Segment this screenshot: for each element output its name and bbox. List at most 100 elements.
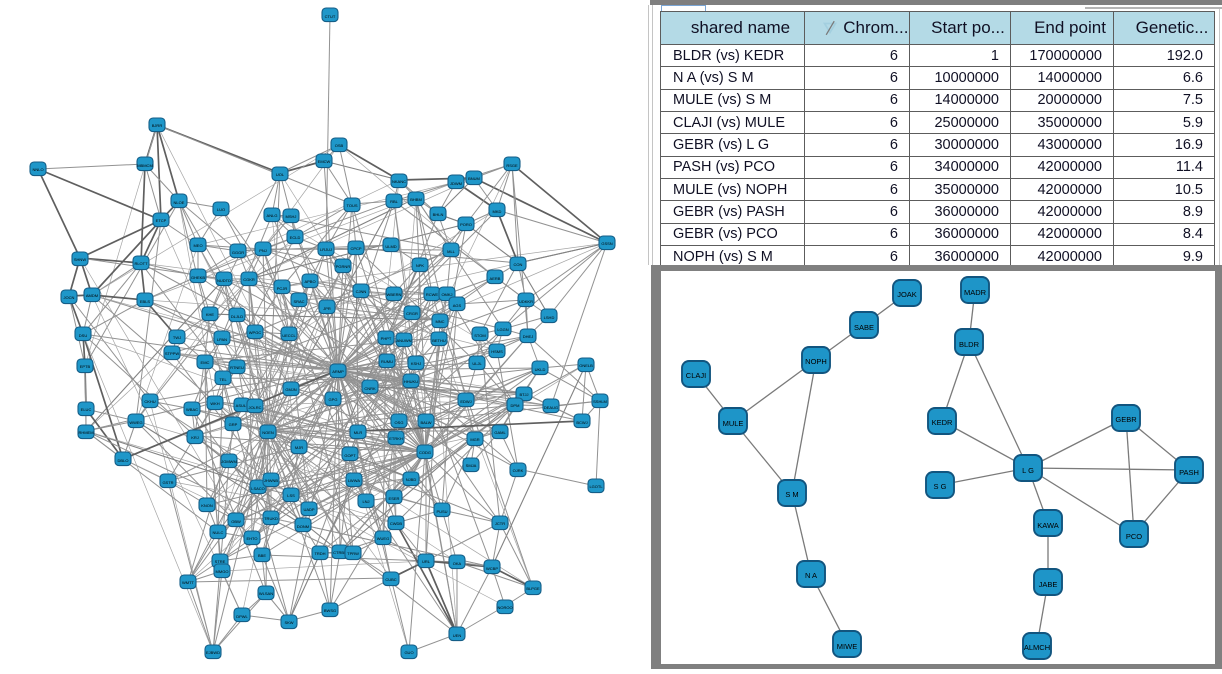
svg-text:JGMWM: JGMWM [221, 459, 237, 464]
svg-text:STRE: STRE [215, 559, 226, 564]
svg-text:ASULL: ASULL [236, 403, 249, 408]
svg-text:BBE: BBE [258, 553, 266, 558]
svg-text:GRP: GRP [229, 422, 238, 427]
svg-text:GHEKB: GHEKB [191, 275, 205, 280]
svg-text:S G: S G [934, 482, 947, 491]
svg-text:NPK: NPK [416, 263, 425, 268]
svg-text:CTRBR: CTRBR [333, 550, 347, 555]
svg-text:GUO: GUO [404, 650, 413, 655]
svg-text:BCWJ: BCWJ [576, 420, 587, 425]
svg-text:LSHD: LSHD [544, 315, 555, 320]
svg-text:JHWNB: JHWNB [264, 478, 279, 483]
svg-text:KHE: KHE [206, 312, 215, 317]
svg-text:PCJR: PCJR [277, 286, 288, 291]
svg-text:GEBR: GEBR [1115, 415, 1137, 424]
svg-text:HHUKU: HHUKU [404, 379, 418, 384]
svg-text:GSTR: GSTR [162, 480, 173, 485]
svg-text:NLOE: NLOE [174, 200, 185, 205]
svg-text:DSU: DSU [79, 333, 88, 338]
svg-text:MJR: MJR [295, 445, 303, 450]
svg-text:WKH: WKH [210, 401, 219, 406]
svg-text:PASH: PASH [1179, 468, 1199, 477]
svg-text:SMJA: SMJA [466, 463, 477, 468]
svg-text:TWJ: TWJ [173, 335, 181, 340]
svg-text:PORO: PORO [460, 222, 472, 227]
svg-text:EDWJ: EDWJ [460, 399, 471, 404]
svg-text:RLOTT: RLOTT [134, 261, 148, 266]
svg-text:MSHJ: MSHJ [286, 214, 297, 219]
svg-text:KEDR: KEDR [932, 418, 953, 427]
svg-text:DPM: DPM [511, 403, 520, 408]
svg-text:PNJ: PNJ [259, 248, 267, 253]
svg-text:BWSG: BWSG [324, 608, 336, 613]
svg-text:JOLRC: JOLRC [248, 405, 261, 410]
svg-text:WCBP: WCBP [486, 566, 498, 571]
svg-text:MBMCM: MBMCM [137, 163, 153, 168]
svg-text:ONELB: ONELB [579, 363, 593, 368]
svg-text:ELUC: ELUC [81, 407, 92, 412]
svg-text:WLSAN: WLSAN [259, 591, 273, 596]
svg-text:NUDTD: NUDTD [217, 278, 231, 283]
svg-text:CGKR: CGKR [243, 277, 255, 282]
svg-text:GAML: GAML [494, 430, 506, 435]
svg-text:ULJL: ULJL [472, 361, 482, 366]
svg-text:SKW: SKW [284, 620, 293, 625]
svg-text:JABE: JABE [1039, 580, 1058, 589]
svg-text:BJRR: BJRR [152, 123, 163, 128]
svg-text:ALMCH: ALMCH [1024, 643, 1050, 652]
svg-text:MGR: MGR [470, 437, 479, 442]
svg-text:N A: N A [805, 571, 817, 580]
svg-text:RSGE: RSGE [506, 163, 518, 168]
svg-text:STPPW: STPPW [165, 351, 179, 356]
svg-text:MLR: MLR [354, 430, 363, 435]
svg-text:EHTO: EHTO [246, 536, 257, 541]
svg-text:ETCP: ETCP [156, 218, 167, 223]
svg-text:AMDM: AMDM [86, 293, 98, 298]
svg-text:OSB: OSB [335, 143, 344, 148]
svg-text:WPGC: WPGC [249, 330, 262, 335]
svg-text:NNLO: NNLO [32, 167, 43, 172]
svg-text:GMJN: GMJN [285, 387, 296, 392]
svg-text:BNUM: BNUM [468, 176, 480, 181]
svg-text:TRUKD: TRUKD [264, 516, 278, 521]
svg-text:CPCP: CPCP [350, 246, 361, 251]
svg-text:DONM: DONM [297, 524, 309, 529]
svg-text:GPG: GPG [329, 397, 338, 402]
svg-text:JOCN: JOCN [64, 295, 75, 300]
svg-text:LGGN: LGGN [497, 327, 508, 332]
svg-text:SRAC: SRAC [293, 299, 304, 304]
svg-text:LRJUJ: LRJUJ [320, 247, 332, 252]
svg-text:JOAK: JOAK [897, 290, 917, 299]
svg-text:RBL: RBL [390, 199, 399, 204]
svg-text:ULMD: ULMD [385, 244, 396, 249]
svg-text:AERB: AERB [490, 276, 501, 281]
svg-text:AGS: AGS [453, 303, 462, 308]
svg-text:TOUS: TOUS [346, 203, 357, 208]
svg-text:UEN: UEN [453, 633, 462, 638]
svg-text:OSG: OSG [395, 420, 404, 425]
svg-text:TRDH: TRDH [314, 551, 325, 556]
svg-text:DPWL: DPWL [236, 614, 248, 619]
svg-text:LPAN: LPAN [217, 337, 227, 342]
svg-text:SHNW: SHNW [74, 257, 86, 262]
svg-text:LSS: LSS [287, 493, 295, 498]
svg-text:CLAJI: CLAJI [686, 371, 706, 380]
svg-text:SSHLM: SSHLM [593, 399, 607, 404]
svg-text:OKA: OKA [453, 561, 462, 566]
svg-text:OMKJ: OMKJ [441, 292, 452, 297]
svg-text:UKLD: UKLD [535, 367, 546, 372]
svg-text:KSHJ: KSHJ [411, 361, 421, 366]
svg-text:CNRK: CNRK [364, 386, 376, 391]
svg-text:URL: URL [422, 559, 431, 564]
svg-text:JCTR: JCTR [495, 521, 505, 526]
svg-text:LUO: LUO [217, 207, 225, 212]
svg-text:LNJ: LNJ [362, 499, 369, 504]
svg-text:BALW: BALW [420, 420, 431, 425]
svg-text:NULC: NULC [213, 530, 224, 535]
svg-text:RCWE: RCWE [426, 292, 439, 297]
svg-text:DBLO: DBLO [118, 458, 129, 463]
svg-text:WBERN: WBERN [387, 292, 402, 297]
svg-text:GGGR: GGGR [232, 250, 244, 255]
svg-text:MNC: MNC [435, 319, 444, 324]
svg-text:BLPGE: BLPGE [526, 586, 540, 591]
